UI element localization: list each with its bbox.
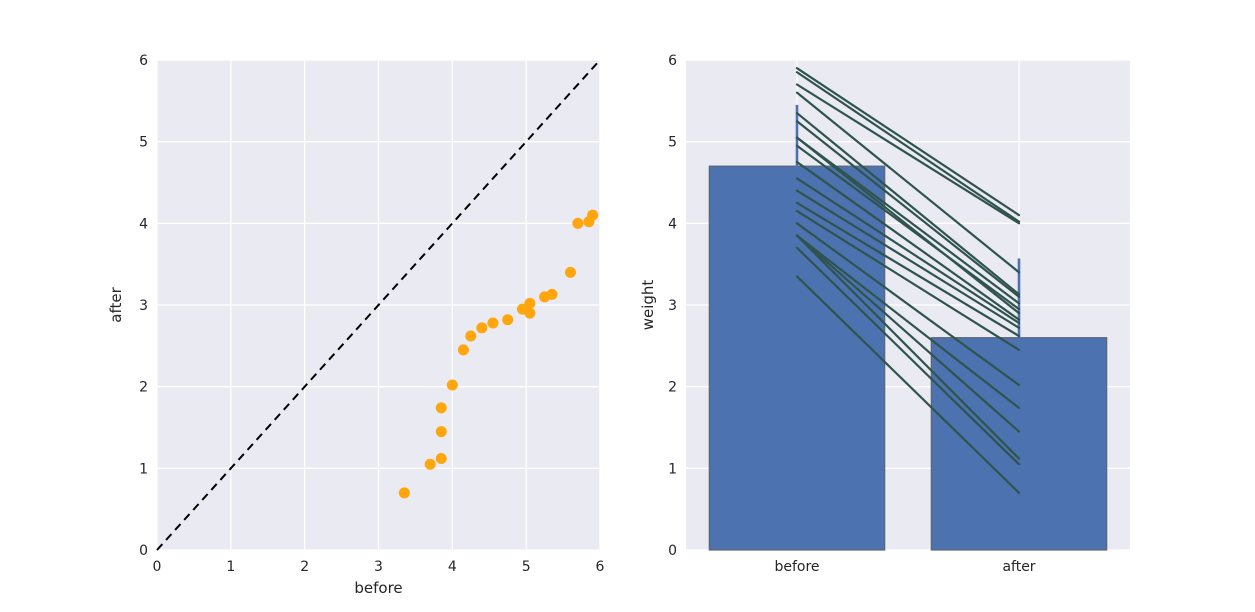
paired-line <box>795 120 1021 298</box>
x-tick-label: 4 <box>448 559 457 575</box>
scatter-point <box>398 487 410 499</box>
scatter-point <box>546 288 558 300</box>
paired-line <box>795 234 1021 433</box>
scatter-point <box>524 307 536 319</box>
scatter-point <box>446 379 458 391</box>
identity-line <box>156 59 601 551</box>
paired-line <box>795 136 1021 305</box>
paired-line <box>795 234 1021 409</box>
paired-line <box>795 189 1021 329</box>
x-tick-label: 1 <box>226 559 235 575</box>
y-tick-label: 3 <box>139 298 148 314</box>
scatter-point <box>457 344 469 356</box>
y-tick-label: 0 <box>139 543 148 559</box>
scatter-point <box>435 426 447 438</box>
y-axis-label: after <box>107 286 125 322</box>
paired-line <box>795 275 1021 494</box>
y-tick-label: 4 <box>139 216 148 232</box>
x-axis-label: before <box>354 579 402 597</box>
scatter-point <box>435 453 447 465</box>
y-axis-label: weight <box>639 280 657 331</box>
bar-before <box>708 165 886 551</box>
y-tick-label: 4 <box>668 216 677 232</box>
scatter-point <box>424 458 436 470</box>
paired-line <box>795 234 1021 460</box>
paired-line <box>795 71 1021 223</box>
paired-line <box>795 91 1021 274</box>
scatter-panel: 0 1 2 3 4 5 6 0 1 2 3 4 5 6 before after <box>107 53 605 597</box>
scatter-point <box>435 402 447 414</box>
y-tick-label: 1 <box>668 461 677 477</box>
y-tick-label: 2 <box>668 380 677 396</box>
paired-line <box>795 246 1021 466</box>
y-tick-label: 2 <box>139 380 148 396</box>
paired-line <box>795 83 1021 225</box>
paired-line <box>795 201 1021 338</box>
x-tick-label: 2 <box>300 559 309 575</box>
paired-line <box>795 177 1021 325</box>
x-tick-label: 5 <box>522 559 531 575</box>
scatter-point <box>572 217 584 229</box>
paired-line <box>795 144 1021 311</box>
scatter-point <box>487 317 499 329</box>
paired-line <box>795 111 1021 296</box>
paired-line <box>795 160 1021 321</box>
y-tick-label: 6 <box>139 53 148 69</box>
y-tick-label: 1 <box>139 461 148 477</box>
x-tick-label: 0 <box>153 559 162 575</box>
y-tick-label: 6 <box>668 53 677 69</box>
paired-line <box>795 67 1021 217</box>
category-label-before: before <box>774 559 819 575</box>
category-label-after: after <box>1002 559 1035 575</box>
scatter-point <box>564 266 576 278</box>
bar-panel: before after 0 1 2 3 4 5 6 weight <box>639 53 1130 575</box>
scatter-point <box>476 322 488 334</box>
paired-line <box>795 209 1021 352</box>
scatter-point <box>524 297 536 309</box>
scatter-point <box>587 209 599 221</box>
y-tick-label: 5 <box>668 135 677 151</box>
y-tick-label: 3 <box>668 298 677 314</box>
x-tick-label: 3 <box>374 559 383 575</box>
y-tick-label: 0 <box>668 543 677 559</box>
scatter-point <box>465 330 477 342</box>
paired-line <box>795 222 1021 387</box>
x-tick-label: 6 <box>596 559 605 575</box>
y-tick-label: 5 <box>139 135 148 151</box>
paired-line <box>795 136 1021 315</box>
scatter-point <box>502 314 514 326</box>
